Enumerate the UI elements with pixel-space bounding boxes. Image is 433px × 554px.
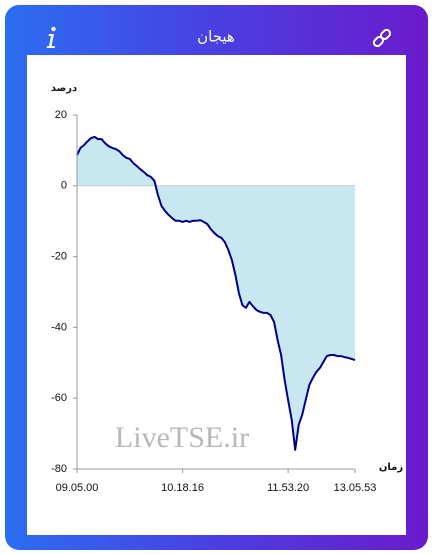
info-icon[interactable] xyxy=(46,26,56,48)
plot: 20 0 -20 -40 -60 -80 09.05.00 10.18.16 11.53.20 1… xyxy=(51,109,376,494)
y-tick-label: 20 xyxy=(55,109,67,121)
x-tick-label: 11.53.20 xyxy=(267,482,309,494)
x-tick-label: 10.18.16 xyxy=(161,482,204,494)
line xyxy=(76,135,356,451)
link-icon[interactable] xyxy=(372,28,392,48)
area xyxy=(77,136,355,450)
watermark: LiveTSE.ir xyxy=(115,421,249,454)
y-tick-label: -80 xyxy=(51,463,67,475)
x-tick-label: 13.05.53 xyxy=(334,482,377,494)
y-tick-label: 0 xyxy=(61,180,67,192)
header-title: هیجان xyxy=(197,28,235,46)
x-axis-title: زمان xyxy=(379,462,403,473)
y-tick-label: -60 xyxy=(51,392,67,404)
y-tick-label: -40 xyxy=(51,321,67,333)
y-tick-label: -20 xyxy=(51,251,67,263)
y-axis-title: درصد xyxy=(51,83,77,94)
x-tick-label: 09.05.00 xyxy=(56,482,99,494)
